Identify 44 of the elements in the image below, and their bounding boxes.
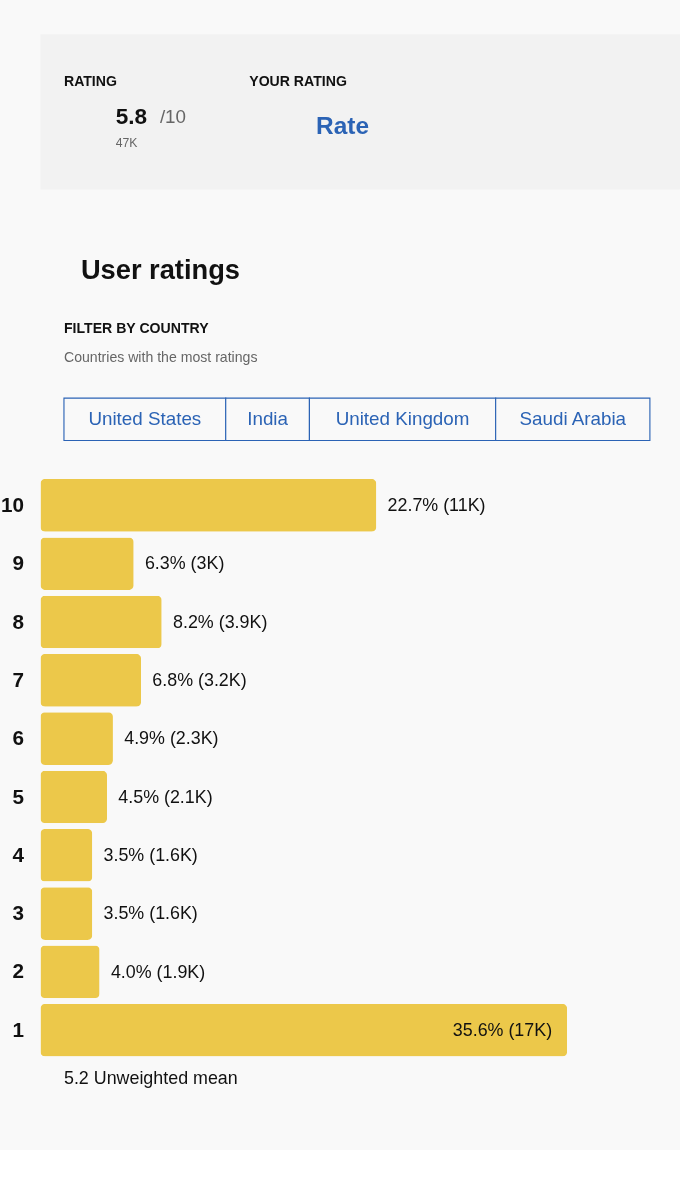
text: India xyxy=(247,407,289,429)
bar xyxy=(40,1003,568,1057)
data-label: 3.5% (1.6K) xyxy=(103,844,198,865)
y-tick-label: 5 xyxy=(12,784,24,808)
data-label: 22.7% (11K) xyxy=(387,495,486,516)
chart-title: User ratings xyxy=(80,253,240,285)
text: 47K xyxy=(115,136,139,151)
bar xyxy=(40,595,162,649)
text: United Kingdom xyxy=(335,407,470,429)
text: Countries with the most ratings xyxy=(63,349,258,366)
y-tick-label: 9 xyxy=(12,551,24,575)
y-tick-label: 8 xyxy=(12,609,24,633)
data-label: 4.0% (1.9K) xyxy=(110,961,206,982)
data-label: 8.2% (3.9K) xyxy=(173,611,268,632)
y-tick-label: 1 xyxy=(12,1017,24,1041)
data-label: 6.8% (3.2K) xyxy=(152,669,247,690)
bar xyxy=(40,479,377,532)
y-tick-label: 2 xyxy=(12,959,24,983)
y-tick-label: 6 xyxy=(12,726,24,750)
data-label: 35.6% (17K) xyxy=(452,1019,553,1040)
bar xyxy=(40,887,93,940)
data-label: 4.5% (2.1K) xyxy=(118,786,213,807)
bar xyxy=(40,712,113,765)
text: RATING xyxy=(63,72,117,89)
text: /10 xyxy=(159,105,187,127)
text: Saudi Arabia xyxy=(519,407,627,429)
y-tick-label: 10 xyxy=(0,492,24,516)
bar xyxy=(40,537,134,591)
y-tick-label: 4 xyxy=(12,842,25,866)
text: FILTER BY COUNTRY xyxy=(63,320,210,337)
text: United States xyxy=(88,407,202,429)
y-tick-label: 3 xyxy=(12,901,24,925)
text: Rate xyxy=(316,111,369,139)
bar xyxy=(40,654,142,707)
text: YOUR RATING xyxy=(249,72,347,89)
y-tick-label: 7 xyxy=(12,667,24,691)
bar xyxy=(40,945,100,999)
bar xyxy=(40,770,108,824)
text: 5.8 xyxy=(115,103,148,129)
data-label: 6.3% (3K) xyxy=(144,553,225,574)
data-label: 3.5% (1.6K) xyxy=(103,903,198,924)
text: 5.2 Unweighted mean xyxy=(63,1067,238,1088)
bar xyxy=(40,828,93,882)
data-label: 4.9% (2.3K) xyxy=(124,728,219,749)
